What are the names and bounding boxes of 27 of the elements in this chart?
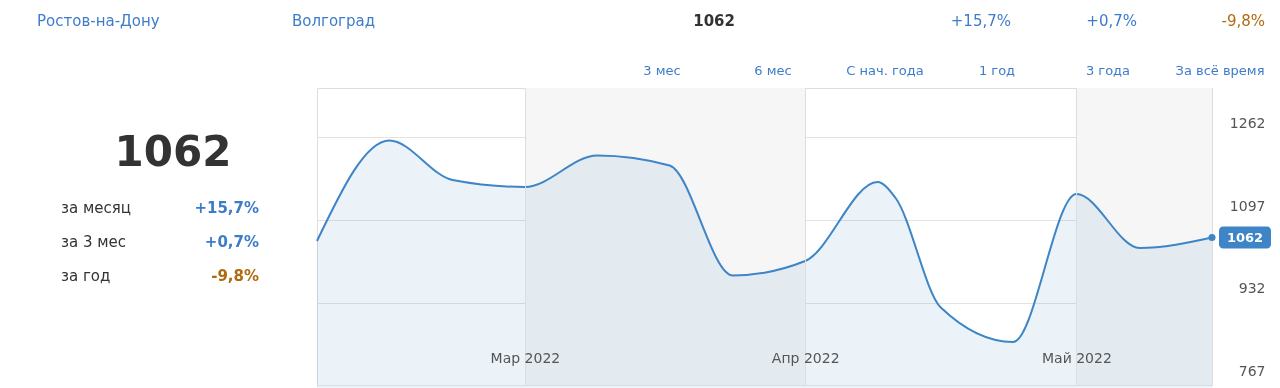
text: -9,8% bbox=[211, 267, 259, 285]
text: 1062 bbox=[114, 127, 232, 176]
text: 3 мес bbox=[643, 63, 681, 78]
text: 6 мес bbox=[754, 63, 792, 78]
text: 1 год bbox=[978, 63, 1016, 78]
text: С нач. года bbox=[846, 63, 924, 78]
text: -9,8% bbox=[1221, 12, 1265, 30]
y-tick-label: 767 bbox=[1238, 362, 1266, 379]
x-tick-label: Мар 2022 bbox=[490, 349, 561, 366]
text: +0,7% bbox=[1086, 12, 1137, 30]
text: Волгоград bbox=[292, 12, 376, 30]
y-tick-label: 1097 bbox=[1229, 197, 1266, 214]
text: 1062 bbox=[693, 12, 735, 30]
text: +15,7% bbox=[194, 199, 259, 217]
x-tick-label: Апр 2022 bbox=[771, 349, 840, 366]
text: +0,7% bbox=[204, 233, 259, 251]
text: за год bbox=[61, 267, 111, 285]
text: 3 года bbox=[1085, 63, 1131, 78]
y-tick-label: 932 bbox=[1238, 280, 1266, 296]
text: +15,7% bbox=[950, 12, 1011, 30]
x-tick-label: Май 2022 bbox=[1041, 349, 1112, 366]
text: Ростов-на-Дону bbox=[37, 12, 160, 30]
text: за месяц bbox=[61, 199, 131, 217]
data-label: 1062 bbox=[1226, 229, 1264, 245]
y-tick-label: 1262 bbox=[1229, 115, 1266, 131]
text: За всё время bbox=[1175, 63, 1265, 78]
text: за 3 мес bbox=[61, 233, 127, 251]
